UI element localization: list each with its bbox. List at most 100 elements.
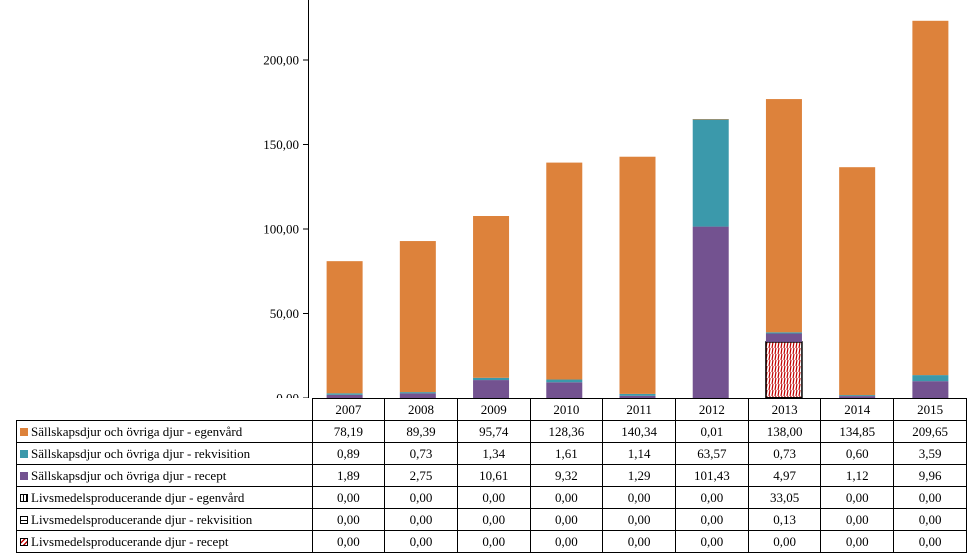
- bar-egen-2013: [765, 99, 802, 333]
- table-row: Livsmedelsproducerande djur - recept 0,00…: [16, 530, 967, 553]
- category-label: 2011: [602, 398, 676, 421]
- bar-rec-2008: [399, 393, 436, 398]
- data-value: 89,39: [384, 420, 458, 443]
- bar-rec-2011: [619, 395, 656, 398]
- y-tick-label: 0,00: [276, 391, 299, 399]
- legend-swatch-icon: [20, 427, 28, 436]
- data-value: 3,59: [893, 442, 967, 465]
- bar-rek-2008: [399, 392, 436, 394]
- data-table: 2007 2008 2009 2010 2011 2012 2013 2014 2015 Säl…: [16, 398, 967, 553]
- category-label: 2008: [384, 398, 458, 421]
- data-value: 10,61: [456, 464, 531, 487]
- bar-rec-2015: [912, 381, 949, 398]
- category-label: 2012: [675, 398, 749, 421]
- category-label: 2014: [820, 398, 895, 421]
- data-value: 33,05: [747, 486, 822, 509]
- bar-rec-2013: [765, 333, 802, 342]
- table-row: Livsmedelsproducerande djur - egenvård 0,…: [16, 486, 967, 509]
- data-value: 1,29: [602, 464, 676, 487]
- legend-swatch-icon: [20, 515, 28, 524]
- data-value: 63,57: [675, 442, 749, 465]
- table-corner: [17, 399, 313, 421]
- data-value: 9,32: [529, 464, 604, 487]
- data-value: 128,36: [529, 420, 604, 443]
- legend-swatch-icon: [20, 449, 28, 458]
- bar-egen-2012: [692, 119, 729, 120]
- data-value: 1,12: [820, 464, 895, 487]
- bar-rek-2010: [546, 379, 583, 383]
- stacked-bar-chart: 0,00 50,00 100,00 150,00 200,00: [263, 0, 949, 399]
- series-label: Sällskapsdjur och övriga djur - rekvisit…: [16, 442, 313, 465]
- data-value: 0,00: [675, 508, 749, 531]
- data-value: 138,00: [747, 420, 822, 443]
- data-value: 0,00: [602, 486, 676, 509]
- data-value: 0,00: [893, 530, 967, 553]
- data-value: 0,00: [602, 508, 676, 531]
- data-value: 0,01: [675, 420, 749, 443]
- data-value: 0,00: [384, 530, 458, 553]
- legend-swatch-icon: [20, 537, 28, 546]
- y-tick-label: 50,00: [270, 306, 299, 321]
- data-value: 1,14: [602, 442, 676, 465]
- data-value: 0,13: [747, 508, 822, 531]
- series-label: Sällskapsdjur och övriga djur - recept: [16, 464, 313, 487]
- bar-rec-2012: [692, 226, 729, 398]
- bar-rek-2014: [839, 395, 876, 397]
- data-value: 0,00: [820, 486, 895, 509]
- series-name: Livsmedelsproducerande djur - recept: [31, 533, 229, 549]
- series-name: Sällskapsdjur och övriga djur - rekvisit…: [31, 445, 251, 461]
- bar-egen-2008: [399, 241, 436, 393]
- data-value: 101,43: [675, 464, 749, 487]
- y-tick-label: 100,00: [263, 222, 299, 237]
- series-label: Livsmedelsproducerande djur - egenvård: [16, 486, 313, 509]
- bar-rec-2014: [839, 396, 876, 398]
- bar-rek-2012: [692, 119, 729, 227]
- table-row: Sällskapsdjur och övriga djur - rekvisit…: [16, 442, 967, 465]
- data-value: 0,73: [747, 442, 822, 465]
- bar-rec-2010: [546, 382, 583, 398]
- y-tick-label: 200,00: [263, 53, 299, 68]
- data-value: 0,00: [675, 486, 749, 509]
- data-value: 0,00: [747, 530, 822, 553]
- data-value: 140,34: [602, 420, 676, 443]
- data-value: 0,00: [384, 508, 458, 531]
- data-value: 0,00: [820, 530, 895, 553]
- table-header-row: 2007 2008 2009 2010 2011 2012 2013 2014 2015: [17, 398, 967, 421]
- series-label: Livsmedelsproducerande djur - rekvisitio…: [16, 508, 313, 531]
- bar-rec-2007: [326, 394, 363, 398]
- data-value: 78,19: [311, 420, 386, 443]
- data-value: 0,00: [529, 530, 604, 553]
- data-value: 134,85: [820, 420, 895, 443]
- series-name: Livsmedelsproducerande djur - rekvisitio…: [31, 511, 253, 527]
- data-value: 0,89: [311, 442, 386, 465]
- table-row: Livsmedelsproducerande djur - rekvisitio…: [16, 508, 967, 531]
- bar-rek-2011: [619, 393, 656, 396]
- data-value: 0,00: [820, 508, 895, 531]
- bar-egen-2010: [546, 162, 583, 380]
- series-label: Sällskapsdjur och övriga djur - egenvård: [16, 420, 313, 443]
- data-value: 2,75: [384, 464, 458, 487]
- data-value: 0,00: [311, 508, 386, 531]
- data-value: 1,34: [456, 442, 531, 465]
- bar-rek-2013: [765, 332, 802, 334]
- data-value: 0,00: [675, 530, 749, 553]
- data-value: 0,00: [311, 530, 386, 553]
- category-label: 2015: [893, 398, 967, 421]
- bar-egen-2014: [839, 167, 876, 396]
- data-value: 0,00: [529, 508, 604, 531]
- data-value: 95,74: [456, 420, 531, 443]
- data-value: 0,00: [602, 530, 676, 553]
- category-label: 2007: [311, 398, 386, 421]
- data-value: 0,60: [820, 442, 895, 465]
- series-name: Sällskapsdjur och övriga djur - egenvård: [31, 423, 243, 439]
- table-row: Sällskapsdjur och övriga djur - recept 1,…: [16, 464, 967, 487]
- bar-rek-2009: [473, 377, 510, 381]
- y-tick-label: 150,00: [263, 137, 299, 152]
- bar-egen-2011: [619, 156, 656, 394]
- data-value: 9,96: [893, 464, 967, 487]
- data-value: 0,00: [529, 486, 604, 509]
- bar-lp1-2013: [765, 341, 803, 398]
- category-label: 2013: [747, 398, 822, 421]
- data-value: 0,00: [456, 486, 531, 509]
- series-label: Livsmedelsproducerande djur - recept: [16, 530, 313, 553]
